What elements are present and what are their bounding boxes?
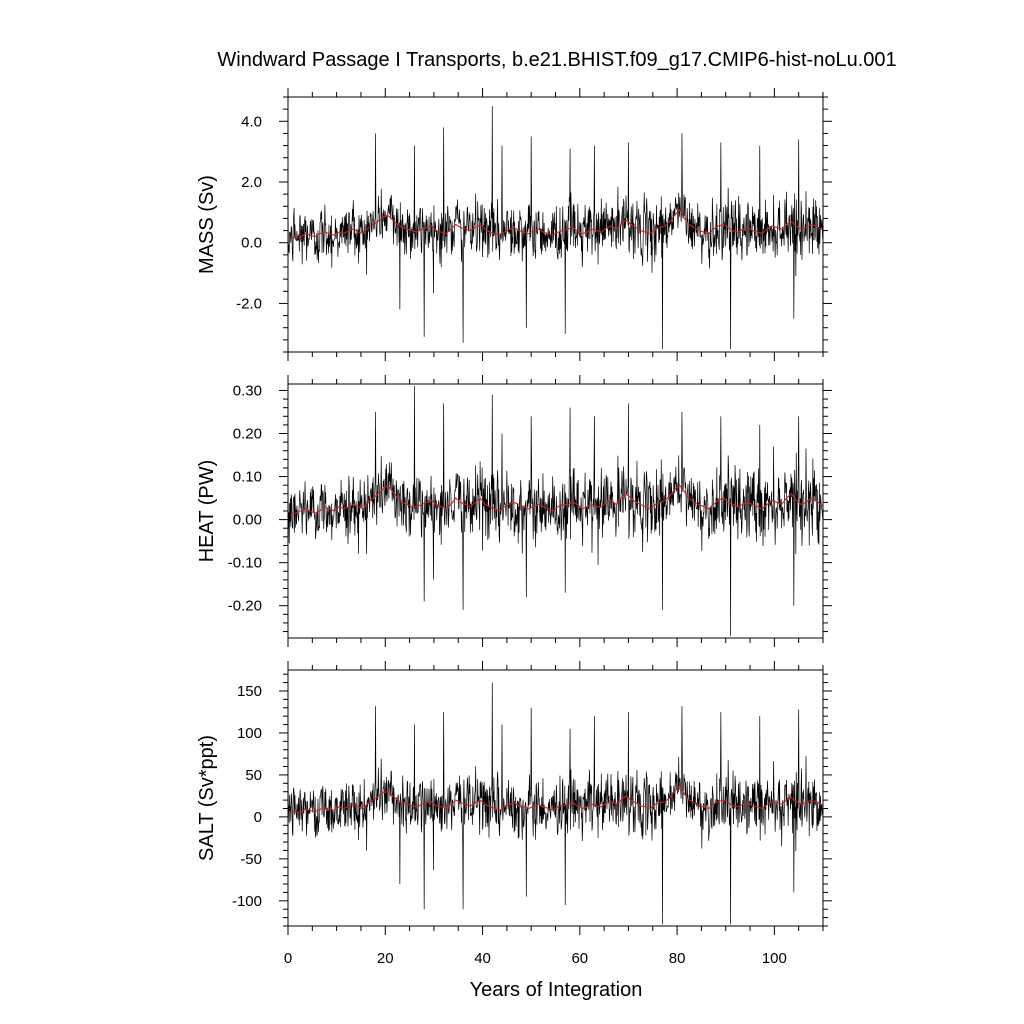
y-tick-label: -0.10 xyxy=(228,555,262,572)
x-tick-label: 100 xyxy=(762,950,787,967)
y-tick-label: -100 xyxy=(232,893,262,910)
panel-3: 150 100 50 0 -50 -100 SALT (Sv*ppt) 0 20 40 60 80 10… xyxy=(196,661,832,967)
panel-1: 4.0 2.0 0.0 -2.0 MASS (Sv) xyxy=(196,88,832,361)
annual-mean-line xyxy=(290,208,823,241)
annual-mean-line xyxy=(290,784,823,815)
y-tick-label: 0 xyxy=(254,809,262,826)
panels-group: 4.0 2.0 0.0 -2.0 MASS (Sv) 0.30 0.20 0.10 0.00 -0… xyxy=(196,88,832,967)
y-tick-label: 100 xyxy=(237,725,262,742)
y-tick-label: 0.0 xyxy=(241,235,262,252)
y-tick-label: 2.0 xyxy=(241,174,262,191)
y-tick-label: 50 xyxy=(245,767,262,784)
x-tick-label: 40 xyxy=(474,950,491,967)
plot-area xyxy=(288,682,823,925)
y-axis-title: SALT (Sv*ppt) xyxy=(196,735,218,861)
plot-frame xyxy=(287,383,824,639)
y-tick-label: 4.0 xyxy=(241,113,262,130)
y-tick-label: -2.0 xyxy=(236,295,262,312)
y-tick-label: 0.30 xyxy=(233,382,262,399)
annual-mean-line xyxy=(290,484,823,516)
y-axis-title: HEAT (PW) xyxy=(196,460,218,563)
y-tick-label: 150 xyxy=(237,683,262,700)
y-tick-label: 0.00 xyxy=(233,512,262,529)
x-tick-label: 20 xyxy=(377,950,394,967)
panel-2: 0.30 0.20 0.10 0.00 -0.10 -0.20 HEAT (PW) xyxy=(196,375,832,647)
y-tick-label: -0.20 xyxy=(228,598,262,615)
x-tick-label: 80 xyxy=(669,950,686,967)
x-tick-label: 0 xyxy=(284,950,292,967)
y-tick-label: -50 xyxy=(240,851,262,868)
plot-area xyxy=(288,386,823,636)
y-tick-label: 0.20 xyxy=(233,426,262,443)
y-axis-title: MASS (Sv) xyxy=(196,175,218,274)
monthly-series-line xyxy=(288,682,823,925)
x-tick-label: 60 xyxy=(571,950,588,967)
y-tick-label: 0.10 xyxy=(233,469,262,486)
monthly-series-line xyxy=(288,386,823,636)
x-axis-title: Years of Integration xyxy=(470,979,643,1001)
plot-area xyxy=(288,106,823,349)
chart-title: Windward Passage I Transports, b.e21.BHI… xyxy=(217,49,896,71)
